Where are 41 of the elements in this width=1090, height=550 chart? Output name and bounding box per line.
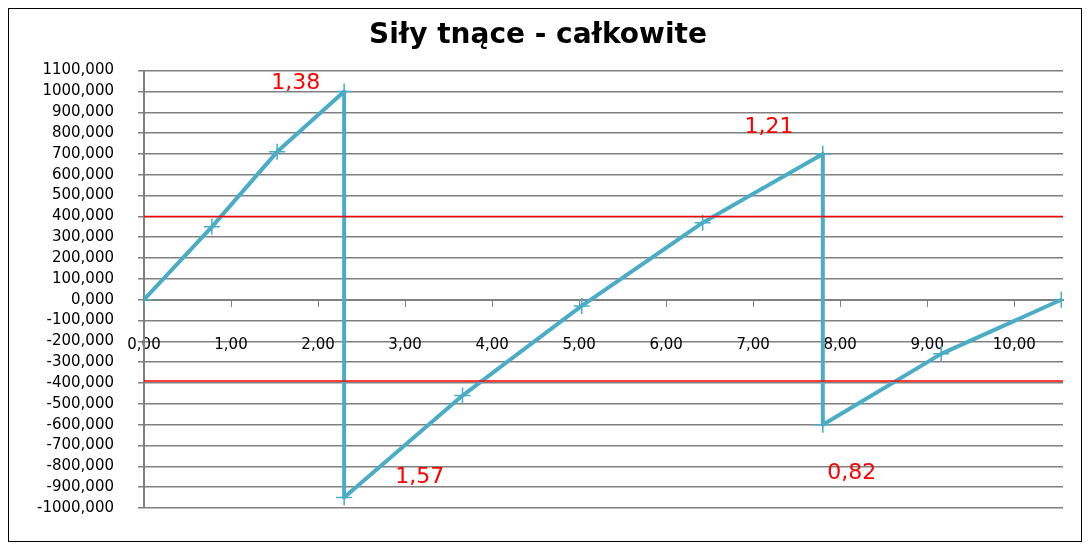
- annotation: 1,38: [271, 69, 321, 95]
- y-tick-label: -800,000: [46, 456, 114, 475]
- y-tick-label: 1000,000: [42, 81, 114, 100]
- y-tick-label: 800,000: [51, 122, 114, 141]
- y-tick-label: 300,000: [51, 227, 114, 246]
- point: [268, 143, 286, 161]
- annotation: 0,82: [827, 458, 877, 484]
- y-tick-label: 500,000: [51, 185, 114, 204]
- y-tick-label: -700,000: [46, 435, 114, 454]
- y-tick-label: -400,000: [46, 372, 114, 391]
- x-tick-label: 1,00: [214, 334, 248, 353]
- chart-title: Siły tnące - całkowite: [369, 17, 707, 51]
- y-tick-label: -1000,000: [36, 497, 114, 516]
- y-tick-label: -200,000: [46, 331, 114, 350]
- y-tick-label: 700,000: [51, 143, 114, 162]
- x-tick-label: 2,00: [301, 334, 335, 353]
- y-tick-label: 1100,000: [42, 60, 114, 79]
- y-tick-label: 0,000: [71, 289, 114, 308]
- point: [203, 218, 221, 236]
- y-tick-label: -900,000: [46, 477, 114, 496]
- y-tick-label: -300,000: [46, 352, 114, 371]
- x-tick-label: 4,00: [475, 334, 509, 353]
- x-tick-label: 3,00: [388, 334, 422, 353]
- x-tick-label: 7,00: [736, 334, 770, 353]
- y-tick-label: -500,000: [46, 393, 114, 412]
- annotation: 1,57: [395, 463, 445, 489]
- point: [693, 213, 712, 232]
- y-tick-label: 400,000: [51, 206, 114, 225]
- y-tick-label: 200,000: [51, 247, 114, 266]
- x-tick-label: 9,00: [910, 334, 944, 353]
- y-tick-label: -100,000: [46, 310, 114, 329]
- y-tick-label: 600,000: [51, 164, 114, 183]
- x-tick-label: 5,00: [562, 334, 596, 353]
- point: [453, 386, 472, 405]
- annotation: 1,21: [744, 113, 794, 139]
- point: [572, 297, 591, 315]
- x-tick-label: 10,00: [992, 334, 1036, 353]
- y-tick-label: -600,000: [46, 414, 114, 433]
- x-tick-label: 6,00: [649, 334, 683, 353]
- y-tick-label: 100,000: [51, 268, 114, 287]
- y-tick-label: 900,000: [51, 102, 114, 121]
